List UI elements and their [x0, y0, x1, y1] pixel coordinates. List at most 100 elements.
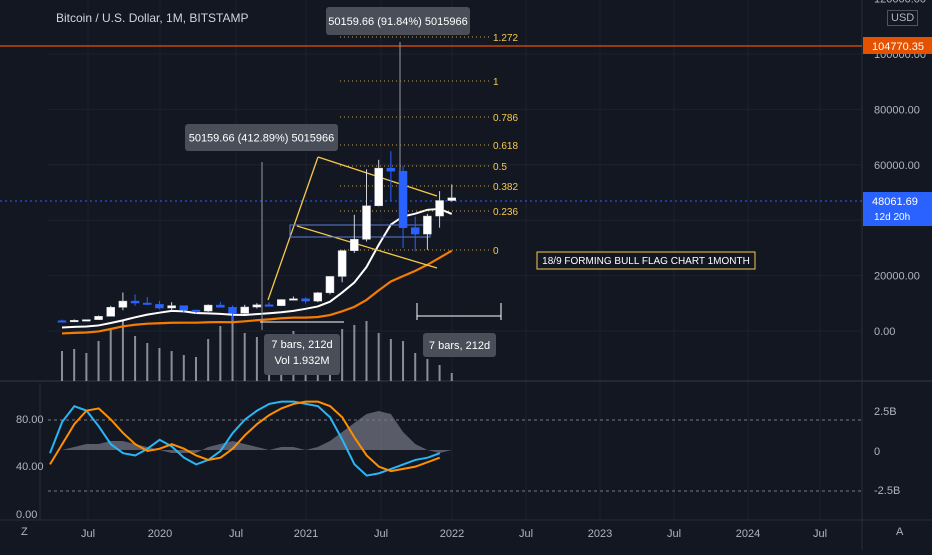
volume-bar: [231, 311, 234, 381]
candle-body: [313, 292, 323, 302]
price-badge: [863, 192, 932, 226]
volume-bar: [170, 351, 173, 381]
countdown-text: 12d 20h: [874, 212, 910, 223]
fib-label: 1.272: [493, 33, 518, 44]
volume-bar: [402, 341, 405, 381]
candle-body: [252, 304, 262, 308]
osc-left-tick: 40.00: [16, 461, 44, 473]
momentum-area: [62, 411, 452, 453]
volume-bar: [61, 351, 63, 381]
volume-bar: [158, 348, 161, 381]
time-tick: Jul: [667, 528, 681, 540]
current-price-text: 48061.69: [872, 196, 918, 208]
candle-body: [179, 305, 189, 311]
volume-bar: [194, 357, 197, 381]
candle-body: [155, 304, 164, 309]
candle-body: [94, 316, 103, 320]
time-tick: Jul: [229, 528, 243, 540]
fib-label: 0.786: [493, 113, 518, 124]
candle-body: [118, 300, 128, 308]
volume-bar: [121, 321, 124, 381]
volume-bar: [97, 341, 100, 381]
measure-left-label-bg: [185, 124, 338, 151]
candle-body: [362, 205, 371, 240]
candle-body: [130, 300, 140, 304]
measure-top-label-bg: [326, 7, 470, 35]
zoom-z-button[interactable]: Z: [21, 526, 28, 538]
volume-bars: [61, 311, 453, 381]
osc-d-line: [49, 400, 441, 473]
candle-body: [203, 304, 213, 312]
auto-scale-button[interactable]: A: [896, 526, 904, 538]
title-text: Bitcoin / U.S. Dollar, 1M, BITSTAMP: [56, 11, 249, 25]
volume-bar: [341, 329, 344, 381]
osc-right-tick: 2.5B: [874, 406, 897, 418]
candle-body: [106, 307, 115, 317]
fib-label: 1: [493, 77, 499, 88]
candle-body: [276, 299, 286, 306]
candle-body: [423, 215, 432, 235]
ma-slow-line: [61, 249, 453, 335]
hline-badge: [863, 37, 932, 54]
candle-body: [398, 170, 408, 228]
labels: 1.272 1 0.786 0.618 0.5 0.382 0.236 0 104770.35 4…: [185, 7, 932, 375]
volume-bar: [426, 359, 429, 381]
volume-bar: [85, 353, 88, 381]
fib-label: 0: [493, 246, 499, 257]
osc-k-line: [49, 400, 441, 477]
osc-left-tick: 0.00: [16, 509, 37, 521]
candle-body: [325, 276, 335, 294]
axes: 120000.00100000.0080000.0060000.0020000.…: [16, 0, 926, 540]
volume-bar: [73, 349, 76, 381]
volume-bar: [243, 333, 246, 381]
osc-right-tick: -2.5B: [874, 485, 900, 497]
candle-body: [167, 305, 176, 309]
volume-bar: [109, 329, 112, 381]
bars-right-label: 7 bars, 212d: [429, 340, 490, 352]
candle-body: [447, 197, 457, 201]
volume-bar: [146, 343, 149, 381]
fib-label: 0.5: [493, 162, 507, 173]
hline-badge-text: 104770.35: [872, 41, 924, 53]
candle-body: [69, 320, 79, 323]
osc-left-tick: 80.00: [16, 414, 44, 426]
candle-body: [143, 302, 152, 305]
price-tick: 0.00: [874, 326, 895, 338]
candle-body: [350, 239, 359, 251]
volume-bar: [255, 337, 258, 381]
volume-bar: [134, 336, 137, 381]
candle-body: [216, 304, 225, 308]
candle-body: [82, 319, 91, 322]
fib-label: 0.236: [493, 207, 518, 218]
volume-bar: [450, 373, 453, 381]
candle-body: [410, 227, 420, 235]
moving-averages: [61, 207, 453, 335]
candle-body: [301, 298, 310, 302]
volume-bar: [353, 325, 356, 381]
volume-bar: [219, 326, 222, 381]
fib-label: 0.382: [493, 182, 518, 193]
measure-left-label: 50159.66 (412.89%) 5015966: [189, 133, 335, 145]
candle-body: [337, 250, 347, 277]
oscillator-pane: [48, 400, 862, 492]
time-tick: 2024: [736, 528, 760, 540]
price-tick: 120000.00: [874, 0, 926, 6]
bars-right-label-bg: [423, 333, 496, 357]
candle-body: [435, 200, 444, 217]
price-tick: 60000.00: [874, 160, 920, 172]
candle-body: [191, 309, 201, 312]
range-box: [289, 224, 431, 238]
drawings: [0, 36, 862, 330]
flag-bottom: [296, 225, 438, 269]
time-tick: 2020: [148, 528, 172, 540]
time-tick: 2021: [294, 528, 318, 540]
bars-left-label-bg: [264, 334, 340, 375]
osc-right-tick: 0: [874, 446, 880, 458]
time-tick: Jul: [374, 528, 388, 540]
candle-body: [228, 307, 237, 314]
time-tick: 2022: [440, 528, 464, 540]
ma-fast-line: [61, 207, 453, 329]
currency-badge[interactable]: USD: [887, 10, 919, 26]
measure-top-label: 50159.66 (91.84%) 5015966: [328, 16, 467, 28]
